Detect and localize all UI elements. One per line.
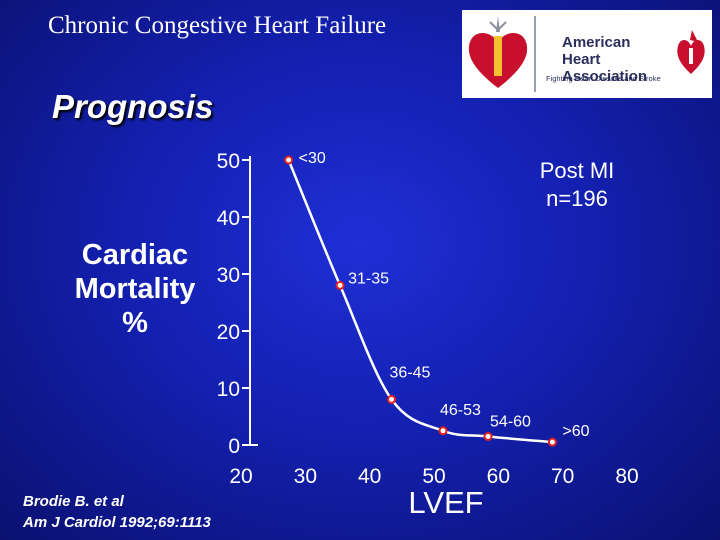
- data-point-label: 46-53: [440, 402, 481, 419]
- data-point-label: 36-45: [390, 364, 431, 381]
- chart-annotation: Post MI n=196: [540, 158, 615, 211]
- axes: [249, 156, 258, 446]
- x-tick-label: 40: [358, 465, 381, 488]
- data-point-label: 54-60: [490, 413, 531, 430]
- y-axis-label: Cardiac Mortality%: [75, 239, 196, 339]
- citation: Brodie B. et al Am J Cardiol 1992;69:111…: [23, 491, 211, 533]
- heart-emblem-icon: [468, 16, 528, 88]
- data-point: [335, 280, 345, 290]
- annotation-text: Post MI n=196: [540, 158, 615, 211]
- heart-torch-icon: [677, 30, 705, 74]
- citation-line-2: Am J Cardiol 1992;69:1113: [23, 514, 211, 531]
- data-point-label: >60: [562, 423, 589, 440]
- x-tick-label: 80: [615, 465, 638, 488]
- data-point-label: <30: [299, 150, 326, 167]
- y-tick-label: 50: [217, 150, 240, 173]
- data-point: [483, 431, 493, 441]
- x-axis-label: LVEF: [408, 485, 483, 520]
- logo-divider: [534, 16, 536, 92]
- series: <30 31-35 36-45 46-53 54-60 >60: [284, 150, 590, 447]
- org-tagline: Fighting Heart Disease and Stroke: [546, 74, 661, 83]
- y-ticks: 0 10 20 30 40 50: [217, 150, 250, 458]
- x-tick-label: 70: [551, 465, 574, 488]
- y-tick-label: 0: [228, 435, 240, 458]
- x-tick-label: 60: [487, 465, 510, 488]
- data-point: [438, 426, 448, 436]
- citation-line-1: Brodie B. et al: [23, 493, 124, 510]
- y-axis-label-text: Cardiac Mortality%: [75, 239, 196, 339]
- data-point-label: 31-35: [348, 270, 389, 287]
- y-tick-label: 40: [217, 207, 240, 230]
- x-tick-label: 50: [422, 465, 445, 488]
- x-tick-label: 30: [294, 465, 317, 488]
- y-tick-label: 20: [217, 321, 240, 344]
- x-tick-label: 20: [229, 465, 252, 488]
- y-tick-label: 30: [217, 264, 240, 287]
- series-line: [287, 159, 553, 444]
- y-tick-label: 10: [217, 378, 240, 401]
- x-ticks: 20 30 40 50 60 70 80: [229, 465, 638, 488]
- data-point: [387, 394, 397, 404]
- org-name: American Heart Association: [562, 34, 648, 85]
- data-point: [284, 155, 294, 165]
- aha-logo: American Heart Association Fighting Hear…: [462, 10, 712, 98]
- data-point: [547, 437, 557, 447]
- slide-subtitle: Prognosis: [52, 88, 214, 125]
- slide-title: Chronic Congestive Heart Failure: [48, 12, 387, 39]
